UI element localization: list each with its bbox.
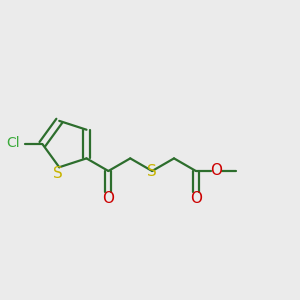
Text: O: O xyxy=(102,191,114,206)
Text: S: S xyxy=(147,164,157,179)
Text: O: O xyxy=(210,163,222,178)
Text: O: O xyxy=(190,191,202,206)
Text: Cl: Cl xyxy=(7,136,20,150)
Text: S: S xyxy=(53,166,63,181)
